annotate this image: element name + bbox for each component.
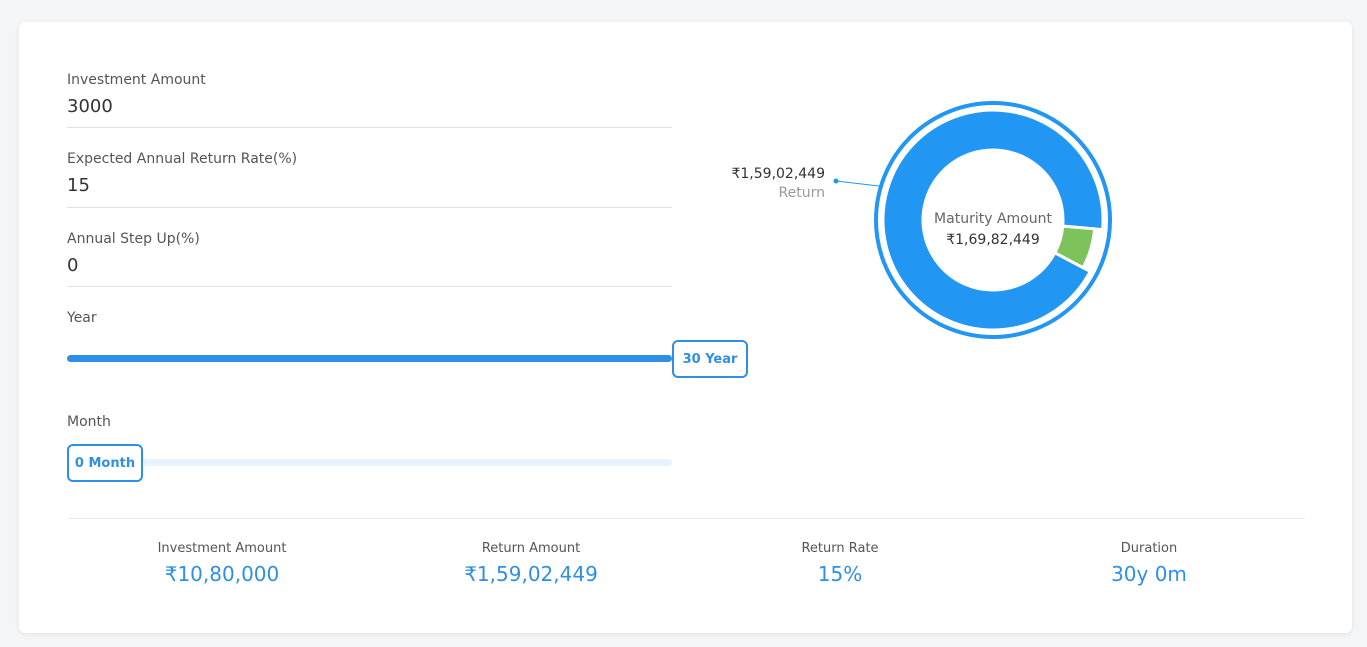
summary-rate: Return Rate 15%	[690, 541, 990, 586]
return-callout-label: Return	[778, 185, 825, 201]
month-slider-track[interactable]	[67, 459, 672, 466]
month-slider-thumb[interactable]: 0 Month	[67, 444, 143, 482]
summary-rate-label: Return Rate	[801, 541, 879, 556]
chart-hole	[923, 150, 1063, 290]
year-slider-fill	[67, 355, 672, 362]
return-callout-value: ₹1,59,02,449	[731, 166, 825, 182]
return-rate-field: Expected Annual Return Rate(%)	[67, 151, 672, 208]
year-slider-label: Year	[67, 310, 97, 326]
maturity-donut-chart	[874, 101, 1112, 339]
return-rate-label: Expected Annual Return Rate(%)	[67, 151, 298, 167]
step-up-input[interactable]	[67, 251, 672, 279]
maturity-amount-label: Maturity Amount	[934, 211, 1052, 227]
calculator-card	[19, 22, 1352, 633]
maturity-amount-value: ₹1,69,82,449	[946, 232, 1040, 248]
summary-duration-label: Duration	[1120, 541, 1178, 556]
summary-investment-label: Investment Amount	[157, 541, 287, 556]
return-rate-input[interactable]	[67, 171, 672, 199]
summary-rate-value: 15%	[817, 562, 863, 586]
month-slider-label: Month	[67, 414, 111, 430]
investment-amount-label: Investment Amount	[67, 72, 206, 88]
summary-duration-value: 30y 0m	[1111, 562, 1187, 586]
summary-investment-value: ₹10,80,000	[164, 562, 280, 586]
step-up-label: Annual Step Up(%)	[67, 231, 200, 247]
chart-outer-ring	[874, 101, 1112, 339]
summary-divider	[67, 518, 1305, 519]
investment-amount-input[interactable]	[67, 92, 672, 120]
year-slider-thumb[interactable]: 30 Year	[672, 340, 748, 378]
summary-investment: Investment Amount ₹10,80,000	[72, 541, 372, 586]
summary-return-value: ₹1,59,02,449	[464, 562, 598, 586]
summary-duration: Duration 30y 0m	[999, 541, 1299, 586]
year-slider-track[interactable]	[67, 355, 672, 362]
return-callout-line	[833, 178, 880, 187]
investment-amount-field: Investment Amount	[67, 72, 672, 128]
summary-return: Return Amount ₹1,59,02,449	[381, 541, 681, 586]
step-up-field: Annual Step Up(%)	[67, 231, 672, 287]
summary-return-label: Return Amount	[481, 541, 581, 556]
